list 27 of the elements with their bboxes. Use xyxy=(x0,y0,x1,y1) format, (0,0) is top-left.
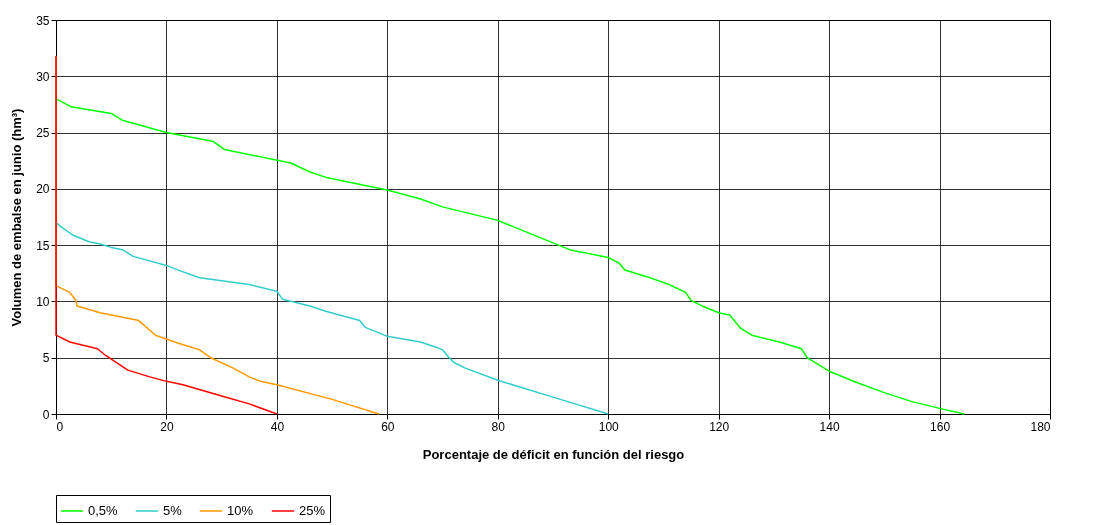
x-tick-label: 120 xyxy=(709,419,730,434)
x-tick-label: 0 xyxy=(56,419,64,434)
legend-label: 10% xyxy=(227,503,254,518)
x-tick-label: 160 xyxy=(930,419,951,434)
y-tick-label: 35 xyxy=(36,13,50,28)
y-tick-label: 20 xyxy=(36,182,50,197)
x-tick-label: 40 xyxy=(270,419,285,434)
x-tick-label: 140 xyxy=(819,419,840,434)
y-tick-label: 0 xyxy=(42,407,50,422)
legend-label: 5% xyxy=(163,503,183,518)
y-axis-title: Volumen de embalse en junio (hm³) xyxy=(9,108,25,327)
x-tick-label: 80 xyxy=(491,419,506,434)
x-tick-label: 100 xyxy=(598,419,620,434)
x-tick-label: 180 xyxy=(1030,419,1051,434)
y-tick-label: 5 xyxy=(42,351,50,366)
legend-label: 0,5% xyxy=(88,503,119,518)
line-series xyxy=(55,55,278,415)
line-series xyxy=(55,221,609,415)
x-tick-label: 60 xyxy=(381,419,395,434)
y-tick-label: 30 xyxy=(36,69,50,84)
x-tick-label: 20 xyxy=(160,419,174,434)
y-tick-label: 15 xyxy=(36,238,50,253)
y-tick-label: 25 xyxy=(36,126,50,141)
line-series xyxy=(55,98,966,415)
x-axis-title: Porcentaje de déficit en función del riesgo xyxy=(422,446,685,462)
y-tick-label: 10 xyxy=(36,294,50,309)
legend-label: 25% xyxy=(299,503,326,518)
